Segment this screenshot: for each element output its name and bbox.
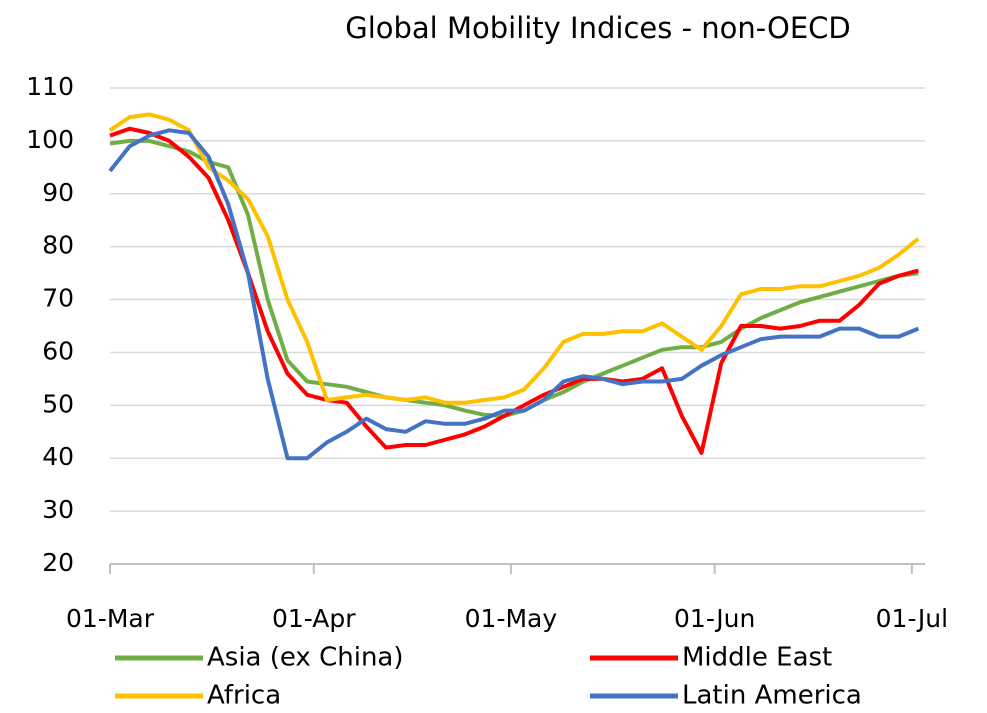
y-tick-label: 80 bbox=[42, 231, 74, 260]
x-tick-label: 01-Jul bbox=[876, 604, 948, 633]
y-tick-label: 110 bbox=[26, 72, 74, 101]
y-tick-label: 40 bbox=[42, 442, 74, 471]
legend-label: Latin America bbox=[682, 681, 862, 711]
x-tick-label: 01-May bbox=[465, 604, 558, 633]
chart-title: Global Mobility Indices - non-OECD bbox=[345, 11, 851, 45]
legend-label: Asia (ex China) bbox=[207, 643, 404, 673]
series-line bbox=[108, 128, 920, 461]
y-tick-label: 50 bbox=[42, 389, 74, 418]
y-tick-label: 20 bbox=[42, 548, 74, 577]
y-tick-label: 100 bbox=[26, 125, 74, 154]
y-tick-label: 30 bbox=[42, 495, 74, 524]
x-tick-label: 01-Jun bbox=[674, 604, 755, 633]
series-line bbox=[109, 138, 919, 418]
y-tick-label: 60 bbox=[42, 336, 74, 365]
x-tick-label: 01-Mar bbox=[66, 604, 155, 633]
y-tick-label: 90 bbox=[42, 178, 74, 207]
series-line bbox=[108, 112, 920, 405]
y-tick-label: 70 bbox=[42, 284, 74, 313]
x-tick-label: 01-Apr bbox=[272, 604, 356, 633]
legend-label: Africa bbox=[207, 681, 281, 711]
legend-label: Middle East bbox=[682, 643, 832, 673]
